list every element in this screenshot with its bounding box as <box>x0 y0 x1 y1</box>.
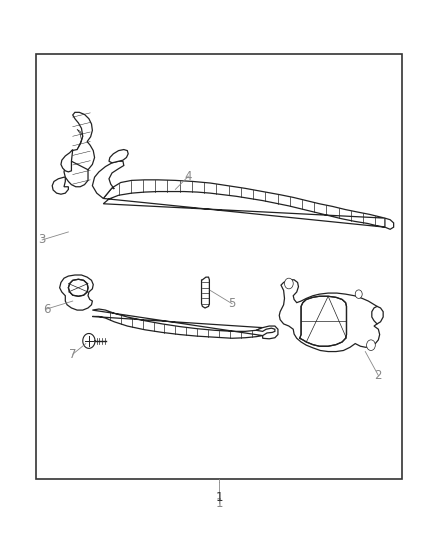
Polygon shape <box>52 177 68 194</box>
Polygon shape <box>92 161 124 198</box>
Circle shape <box>285 278 293 289</box>
Polygon shape <box>372 306 383 324</box>
Polygon shape <box>201 277 209 308</box>
Polygon shape <box>71 112 95 172</box>
Polygon shape <box>83 334 95 349</box>
Text: 1: 1 <box>215 497 223 510</box>
Polygon shape <box>61 150 73 172</box>
Polygon shape <box>256 326 278 339</box>
Circle shape <box>367 340 375 351</box>
Polygon shape <box>385 218 394 229</box>
Polygon shape <box>68 279 88 296</box>
Polygon shape <box>60 275 93 310</box>
Polygon shape <box>92 309 263 338</box>
Polygon shape <box>64 161 88 187</box>
Text: 7: 7 <box>69 348 77 361</box>
Polygon shape <box>109 150 128 163</box>
Text: 4: 4 <box>185 169 192 183</box>
Polygon shape <box>103 180 385 227</box>
Text: 2: 2 <box>374 369 382 382</box>
Text: 5: 5 <box>228 297 236 310</box>
Polygon shape <box>300 296 346 346</box>
Text: 1: 1 <box>215 491 223 504</box>
Text: 6: 6 <box>43 303 50 316</box>
Circle shape <box>355 290 362 298</box>
Bar <box>35 54 403 479</box>
Text: 3: 3 <box>39 233 46 246</box>
Polygon shape <box>279 280 381 352</box>
